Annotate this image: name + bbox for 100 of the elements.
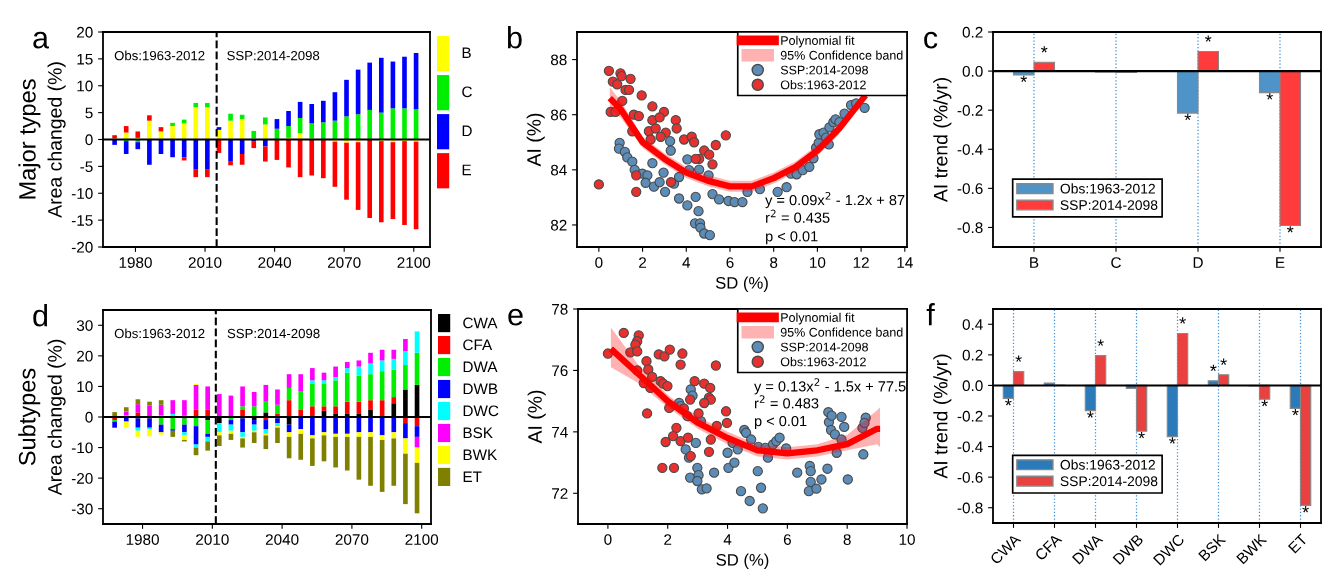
y-tick-label: -15 (71, 215, 93, 226)
x-tick-label: 4 (682, 257, 691, 268)
legend-label: SSP:2014-2098 (1060, 476, 1158, 487)
y-axis-title: Area changed (%) (47, 62, 66, 218)
chart-title: e (508, 308, 523, 326)
y-tick-label: 82 (550, 219, 567, 231)
y-tick-label: -10 (71, 188, 93, 199)
data-label: * (1169, 437, 1176, 444)
legend-label: Obs:1963-2012 (780, 357, 866, 367)
x-tick-label: 2 (639, 257, 647, 268)
y-tick-label: -20 (71, 241, 93, 253)
data-label: * (1292, 409, 1299, 416)
x-tick-label: 2100 (405, 534, 439, 545)
x-tick-label: 10 (899, 534, 915, 545)
text: Major types (18, 79, 41, 199)
annotation: Obs:1963-2012 (114, 328, 205, 339)
y-tick-label: 88 (550, 54, 567, 66)
legend-label: D (462, 125, 472, 137)
x-tick-label: 1980 (126, 534, 159, 545)
chart-title: d (33, 304, 48, 327)
y-tick-label: 20 (77, 350, 93, 362)
data-label: * (1020, 75, 1027, 82)
y-tick-label: 0.0 (962, 65, 983, 77)
x-tick-label: ET (1287, 533, 1309, 554)
x-tick-label: D (1193, 257, 1203, 268)
legend-label: B (462, 47, 471, 59)
data-label: * (1205, 35, 1212, 42)
data-label: * (1184, 113, 1191, 121)
data-label: * (1138, 431, 1145, 439)
y-tick-label: -30 (71, 503, 93, 515)
legend-label: CFA (463, 339, 493, 351)
data-label: * (1087, 411, 1094, 418)
data-label: * (1266, 93, 1273, 100)
y-tick-label: 30 (76, 320, 93, 331)
legend-label: SSP:2014-2098 (1060, 200, 1158, 210)
y-tick-label: -0.8 (957, 502, 983, 514)
y-tick-label: 0 (85, 134, 93, 146)
data-label: * (1041, 46, 1048, 53)
chart-title: c (924, 31, 938, 49)
y-axis-title: AI trend (%/yr) (933, 78, 952, 203)
y-tick-label: 10 (77, 381, 93, 393)
y-tick-label: 10 (77, 80, 93, 92)
x-tick-label: B (1030, 257, 1039, 268)
y-tick-label: 0.2 (962, 349, 983, 361)
y-tick-label: -0.8 (957, 222, 983, 234)
x-tick-label: 2010 (188, 257, 222, 268)
x-tick-label: 8 (770, 257, 778, 268)
legend-label: ET (463, 471, 482, 482)
x-tick-label: 2 (664, 534, 672, 545)
data-label: * (1261, 399, 1268, 407)
data-label: * (1179, 317, 1186, 324)
x-tick-label: E (1276, 257, 1285, 268)
y-tick-label: -5 (80, 161, 93, 173)
data-label: * (1210, 364, 1217, 372)
x-tick-label: 2100 (397, 257, 431, 268)
annotation: 95% Confidence band (780, 50, 903, 60)
y-axis-title: AI (%) (527, 390, 546, 444)
x-tick-label: 2070 (335, 534, 369, 545)
x-tick-label: 2010 (196, 534, 229, 545)
y-tick-label: 76 (552, 365, 568, 377)
x-tick-label: 2070 (327, 257, 361, 268)
y-tick-label: -0.6 (957, 472, 983, 483)
y-tick-label: -20 (71, 473, 93, 484)
x-tick-label: 8 (843, 534, 851, 545)
x-axis-title: SD (%) (715, 276, 768, 293)
x-tick-label: 0 (604, 534, 612, 545)
y-tick-label: 84 (550, 164, 567, 176)
legend-label: C (462, 86, 472, 98)
annotation: Obs:1963-2012 (114, 50, 205, 61)
legend-label: Obs:1963-2012 (780, 80, 866, 90)
annotation: r$^{2}$ = 0.435 (766, 209, 830, 223)
y-tick-label: -10 (71, 442, 93, 454)
x-tick-label: 6 (726, 257, 734, 268)
legend-label: DWA (463, 361, 498, 373)
data-label: * (1005, 399, 1012, 406)
y-tick-label: 0.0 (962, 380, 983, 392)
annotation: SSP:2014-2098 (227, 50, 320, 61)
y-tick-label: 78 (552, 303, 568, 315)
y-tick-label: 5 (85, 107, 93, 119)
y-tick-label: 0 (85, 411, 93, 423)
data-label: * (1097, 339, 1104, 346)
text: Subtypes (18, 368, 41, 466)
annotation: y = 0.13x$^{2}$ - 1.5x + 77.5 (754, 378, 906, 395)
y-tick-label: 0.4 (962, 319, 983, 330)
chart-title: a (33, 31, 49, 49)
data-label: * (1302, 506, 1309, 513)
y-axis-title: AI (%) (526, 113, 545, 167)
annotation: SSP:2014-2098 (227, 328, 320, 339)
x-tick-label: 10 (810, 257, 826, 268)
y-tick-label: 74 (552, 426, 568, 438)
y-tick-label: 72 (552, 488, 568, 499)
y-tick-label: -0.6 (957, 183, 983, 195)
legend-label: BWK (463, 449, 498, 461)
y-tick-label: -0.4 (957, 441, 983, 453)
legend-label: DWB (463, 383, 498, 395)
legend-label: Polynomial fit (781, 312, 855, 325)
x-tick-label: 6 (783, 534, 791, 545)
legend-label: Polynomial fit (781, 35, 855, 48)
legend-label: SSP:2014-2098 (780, 342, 868, 352)
legend-label: Obs:1963-2012 (1060, 183, 1155, 194)
